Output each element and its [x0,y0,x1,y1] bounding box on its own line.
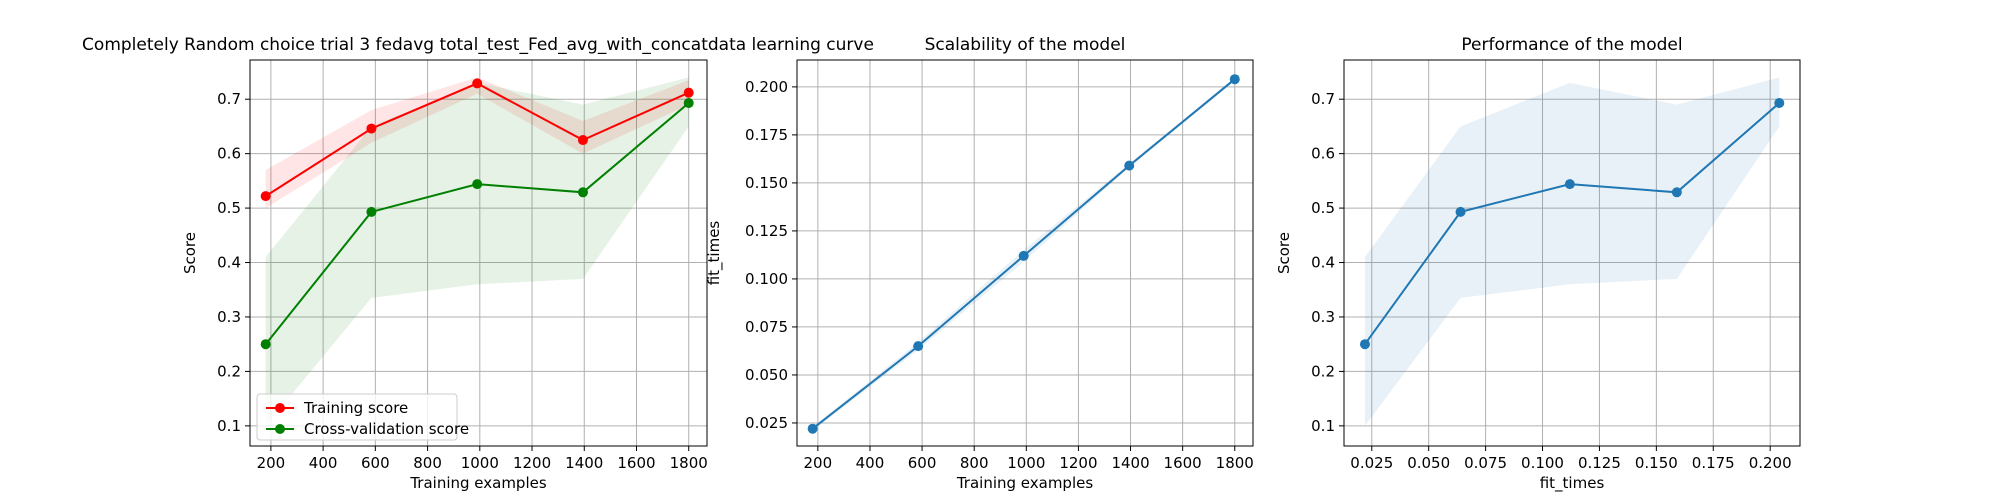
x-tick-label: 1000 [461,454,499,472]
y-tick-label: 0.5 [217,199,241,217]
y-tick-label: 0.200 [745,78,788,96]
y-tick-label: 0.1 [1311,417,1335,435]
x-tick-label: 1800 [670,454,708,472]
x-tick-label: 0.025 [1350,454,1393,472]
x-tick-label: 600 [361,454,390,472]
x-tick-label: 0.100 [1521,454,1564,472]
x-tick-label: 400 [309,454,338,472]
data-point [1018,250,1029,261]
data-point [366,206,377,217]
y-tick-label: 0.2 [217,362,241,380]
x-axis-label: Training examples [409,474,547,492]
y-tick-label: 0.050 [745,366,788,384]
y-tick-label: 0.125 [745,222,788,240]
x-tick-label: 800 [413,454,442,472]
chart-panel-3: 0.025 0.050 0.075 0.100 0.125 0.150 0.175 0.200… [1275,35,1801,493]
x-tick-label: 1800 [1216,454,1254,472]
y-tick-label: 0.100 [745,270,788,288]
y-tick-label: 0.6 [217,145,241,163]
x-tick-label: 1600 [1164,454,1202,472]
data-point [366,123,377,134]
axes-frame [1343,59,1801,447]
legend-marker [275,424,285,434]
x-tick-label: 0.175 [1692,454,1735,472]
legend-box [256,393,458,441]
data-point [683,87,694,98]
data-point [1671,187,1682,198]
y-tick-label: 0.5 [1311,199,1335,217]
data-point [472,78,483,89]
x-axis-label: Training examples [956,474,1094,492]
data-point [1455,206,1466,217]
data-point [472,179,483,190]
x-tick-label: 800 [960,454,989,472]
series-band [1364,77,1780,426]
x-tick-label: 0.200 [1749,454,1792,472]
x-tick-label: 1200 [1059,454,1097,472]
x-tick-label: 0.075 [1464,454,1507,472]
legend: Training score Cross-validation score [256,393,469,441]
data-point [1564,179,1575,190]
y-axis-label: fit_times [705,221,724,286]
chart-title: Completely Random choice trial 3 fedavg … [82,35,874,55]
data-point [1359,339,1370,350]
data-point [913,341,924,352]
data-point [1229,74,1240,85]
y-tick-label: 0.7 [217,90,241,108]
legend-marker [275,403,285,413]
data-point [1774,98,1785,109]
x-tick-label: 0.050 [1407,454,1450,472]
y-tick-label: 0.6 [1311,145,1335,163]
chart-title: Scalability of the model [925,35,1126,55]
x-tick-label: 1600 [617,454,655,472]
x-tick-label: 1400 [1111,454,1149,472]
x-tick-label: 0.125 [1578,454,1621,472]
x-tick-label: 200 [804,454,833,472]
y-tick-label: 0.025 [745,414,788,432]
chart-title: Performance of the model [1461,35,1682,55]
y-tick-label: 0.175 [745,126,788,144]
y-tick-label: 0.1 [217,417,241,435]
data-point [260,191,271,202]
y-tick-label: 0.3 [217,308,241,326]
data-point [807,423,818,434]
legend-entry-label: Training score [303,399,408,417]
legend-entry-label: Cross-validation score [304,420,469,438]
y-tick-label: 0.7 [1311,90,1335,108]
data-point [577,135,588,146]
data-point [260,339,271,350]
x-tick-label: 1400 [565,454,603,472]
series-band [265,77,689,426]
x-tick-label: 400 [856,454,885,472]
data-point [1124,160,1135,171]
x-tick-label: 600 [908,454,937,472]
x-tick-label: 0.150 [1635,454,1678,472]
chart-panel-1: 200 400 600 800 1000 1200 1400 1600 1800 0.1 0.2 0.… [82,35,874,492]
axes-frame [796,59,1254,447]
x-tick-label: 200 [257,454,286,472]
y-tick-label: 0.3 [1311,308,1335,326]
x-tick-label: 1000 [1007,454,1045,472]
data-point [577,187,588,198]
y-tick-label: 0.075 [745,318,788,336]
y-axis-label: Score [1275,232,1293,274]
x-tick-label: 1200 [513,454,551,472]
x-axis-label: fit_times [1540,474,1605,493]
y-tick-label: 0.150 [745,174,788,192]
y-tick-label: 0.4 [1311,254,1335,272]
y-axis-label: Score [181,232,199,274]
y-tick-label: 0.2 [1311,362,1335,380]
y-tick-label: 0.4 [217,254,241,272]
data-point [683,98,694,109]
axes-frame [249,59,708,447]
chart-panel-2: 200 400 600 800 1000 1200 1400 1600 1800 0.025 0.0… [705,35,1254,492]
series-band [265,77,689,209]
